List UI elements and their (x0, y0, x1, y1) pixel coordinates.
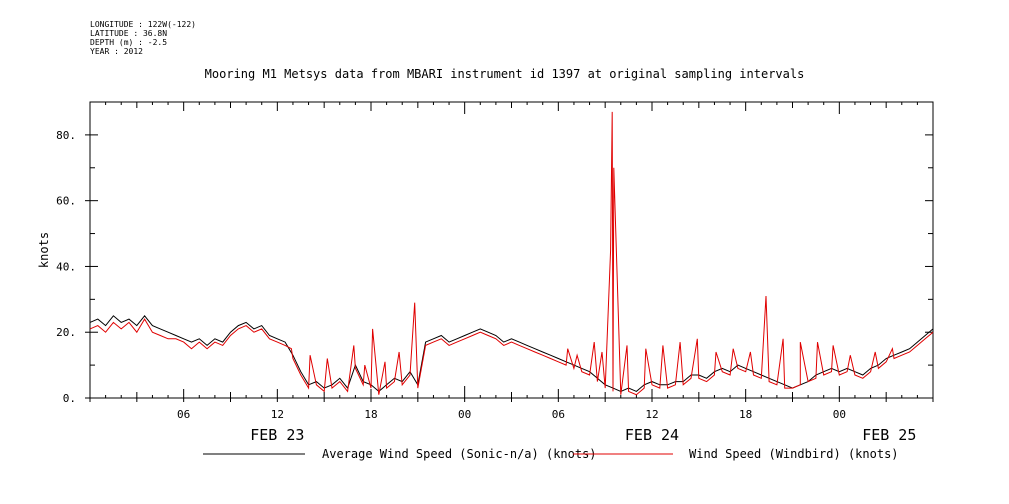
chart-legend: Average Wind Speed (Sonic-n/a) (knots) Wi… (203, 447, 899, 461)
date-label: FEB 23 (250, 426, 304, 444)
date-label: FEB 25 (862, 426, 916, 444)
series-line-windbird (89, 111, 934, 396)
x-tick-label: 18 (364, 408, 377, 421)
series-line-sonic (89, 314, 934, 393)
x-tick-label: 00 (833, 408, 846, 421)
legend-label-windbird: Wind Speed (Windbird) (knots) (689, 447, 899, 461)
y-tick-label: 80. (56, 129, 76, 142)
x-tick-label: 06 (552, 408, 565, 421)
chart-title: Mooring M1 Metsys data from MBARI instru… (204, 67, 805, 81)
x-tick-label: 00 (458, 408, 471, 421)
x-tick-label: 06 (177, 408, 190, 421)
metadata-block: LONGITUDE : 122W(-122) LATITUDE : 36.8N … (90, 20, 196, 56)
y-tick-label: 0. (63, 392, 76, 405)
x-tick-label: 12 (645, 408, 658, 421)
y-axis-label: knots (37, 232, 51, 268)
x-tick-label: 12 (271, 408, 284, 421)
plot-lines (89, 111, 934, 396)
date-label: FEB 24 (625, 426, 679, 444)
year-label: YEAR : 2012 (90, 47, 143, 56)
x-tick-label: 18 (739, 408, 752, 421)
plot-frame (89, 101, 934, 399)
y-tick-label: 60. (56, 195, 76, 208)
plot-axes (85, 101, 934, 402)
y-tick-label: 20. (56, 326, 76, 339)
plot-labels: 0. 20. 40. 60. 80. knots 06 12 18 00 06 12 18 00 FEB 2… (37, 129, 916, 444)
depth-label: DEPTH (m) : -2.5 (90, 38, 168, 47)
longitude-label: LONGITUDE : 122W(-122) (90, 20, 196, 29)
legend-label-sonic: Average Wind Speed (Sonic-n/a) (knots) (322, 447, 597, 461)
y-tick-label: 40. (56, 260, 76, 273)
latitude-label: LATITUDE : 36.8N (90, 29, 168, 38)
